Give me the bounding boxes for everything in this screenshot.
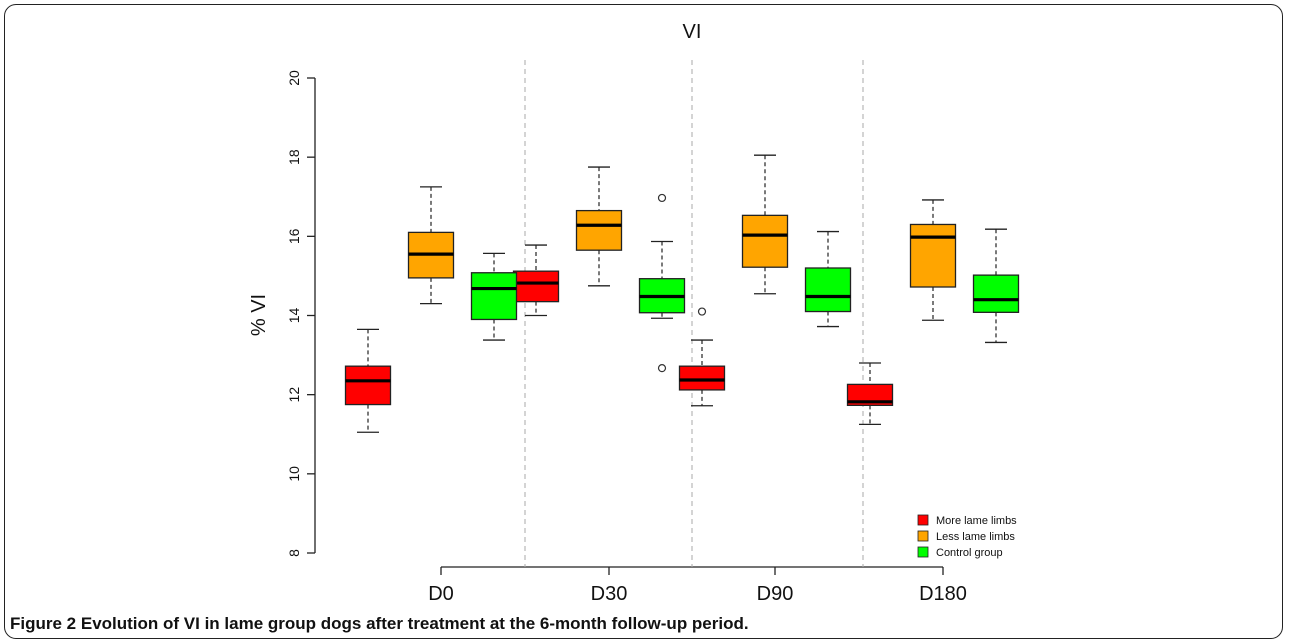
legend-swatch [917,514,929,526]
iqr-box [909,223,957,288]
iqr-box [678,365,726,391]
x-tick-label: D180 [919,583,967,605]
box-more-lame-limbs-d0 [344,328,392,433]
iqr-box [344,365,392,406]
legend: More lame limbs Less lame limbs Control gr… [917,514,1017,559]
y-tick-label: 8 [286,549,302,557]
group-separators [524,60,864,567]
box-less-lame-limbs-d180 [909,199,957,321]
iqr-box [575,209,623,251]
y-tick-label: 10 [286,466,302,482]
legend-label: More lame limbs [936,515,1017,527]
figure-frame [4,4,1283,639]
legend-swatch [917,530,929,542]
chart-title: VI [683,21,702,43]
outlier-point [657,364,667,373]
figure-caption: Figure 2 Evolution of VI in lame group d… [10,614,749,634]
caption-text: Evolution of VI in lame group dogs after… [80,614,749,633]
box-control-group-d180 [972,228,1020,344]
y-tick-label: 12 [286,387,302,403]
box-more-lame-limbs-d180 [846,362,894,426]
box-less-lame-limbs-d30 [575,166,623,287]
iqr-box [741,214,789,268]
y-tick-label: 16 [286,228,302,244]
box-more-lame-limbs-d30 [512,244,560,317]
y-axis-label: % VI [248,294,270,336]
y-tick-label: 20 [286,70,302,86]
iqr-box [972,274,1020,313]
x-tick-label: D90 [757,583,794,605]
x-tick-label: D30 [591,583,628,605]
legend-label: Control group [936,547,1003,559]
y-tick-label: 18 [286,149,302,165]
iqr-box [512,270,560,303]
box-less-lame-limbs-d0 [407,186,455,305]
box-more-lame-limbs-d90 [678,307,726,407]
x-tick-label: D0 [428,583,454,605]
box-control-group-d90 [804,230,852,328]
box-series [344,154,1020,433]
box-control-group-d0 [470,252,518,341]
box-control-group-d30 [638,193,686,373]
x-axis: D0 D30 D90 D180 [428,566,967,605]
outlier-point [697,307,707,316]
iqr-box [804,267,852,313]
box-less-lame-limbs-d90 [741,154,789,295]
iqr-box [470,272,518,321]
legend-swatch [917,546,929,558]
y-tick-label: 14 [286,308,302,324]
caption-label: Figure 2 [10,614,77,633]
y-axis: 8 10 12 14 16 18 20 [286,70,316,557]
outlier-point [657,193,667,203]
legend-label: Less lame limbs [936,531,1015,543]
iqr-box [846,383,894,407]
